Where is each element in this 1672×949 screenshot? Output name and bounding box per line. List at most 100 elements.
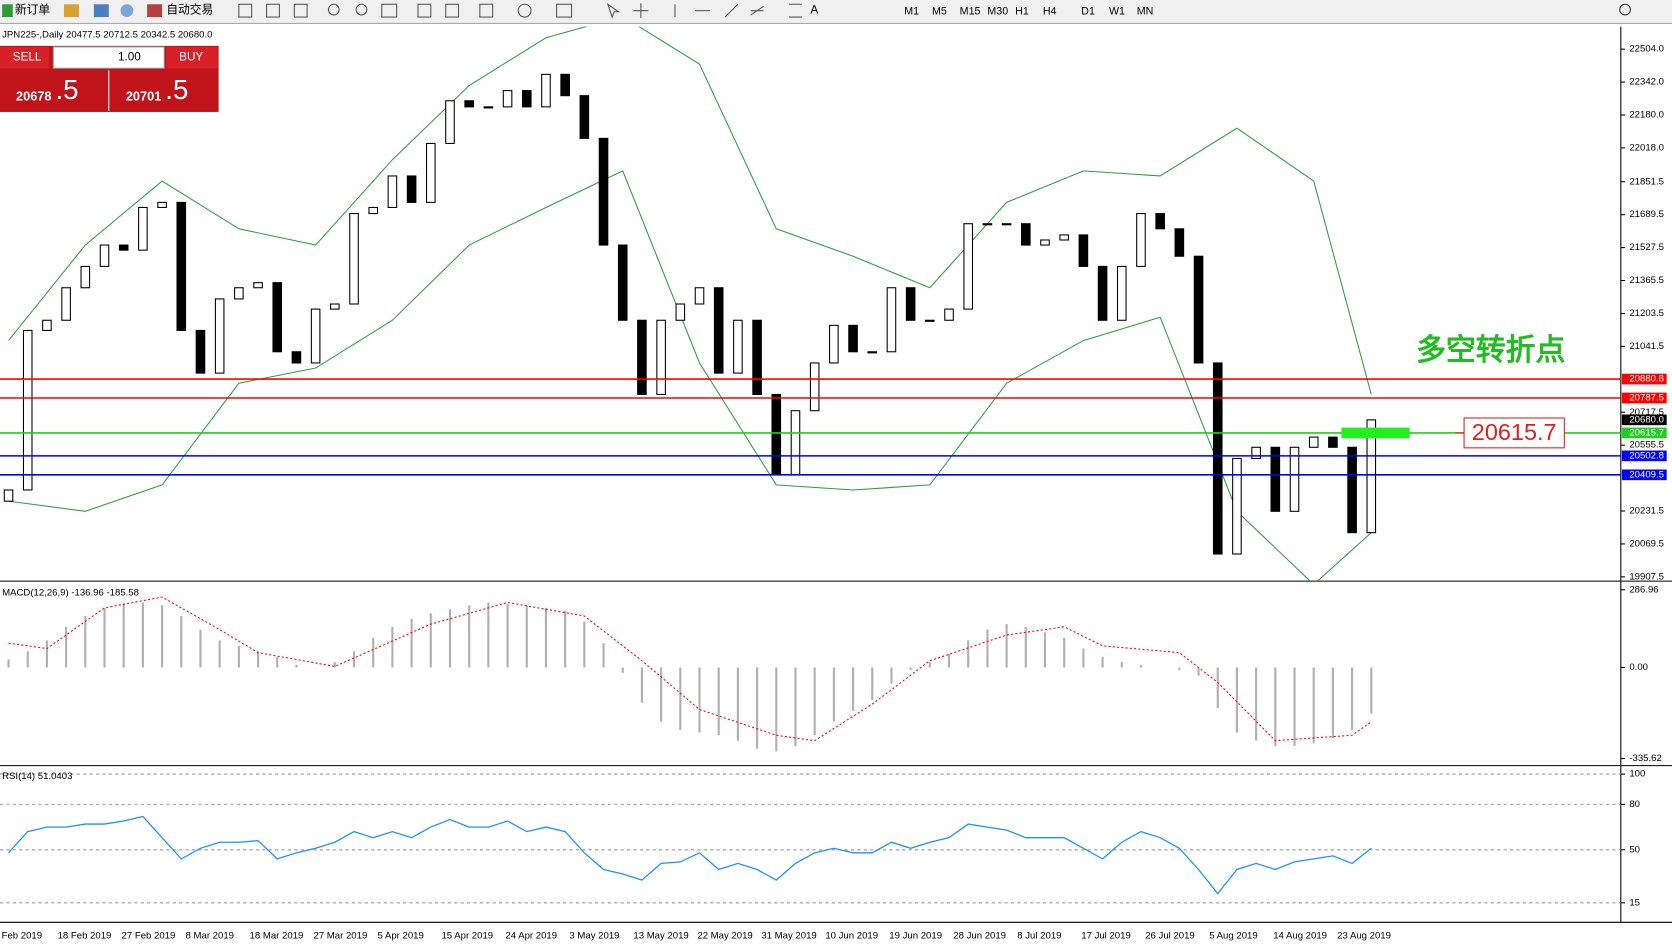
candle [771, 393, 782, 476]
new-order-icon[interactable] [2, 4, 13, 18]
level-label: 20502.8 [1629, 450, 1664, 461]
toolbar-icon[interactable] [93, 4, 109, 18]
candle [886, 287, 897, 353]
timeframe-button[interactable]: MN [1137, 6, 1154, 18]
x-tick-label: 24 Apr 2019 [505, 931, 557, 942]
candle [675, 303, 686, 321]
x-tick-label: 18 Feb 2019 [58, 931, 112, 942]
rsi-line [8, 815, 1372, 895]
candle [560, 73, 570, 97]
toolbar-icon[interactable] [63, 4, 79, 18]
candle [1097, 265, 1108, 321]
timeframe-button[interactable]: M1 [904, 6, 919, 18]
candle [176, 201, 187, 331]
candle [1040, 239, 1050, 246]
timeframe-button[interactable]: H4 [1043, 6, 1057, 18]
x-tick-label: 13 May 2019 [633, 931, 688, 942]
level-label: 20787.5 [1629, 393, 1664, 404]
candle [80, 265, 91, 289]
candle [1155, 213, 1165, 230]
ask-pips[interactable]: .5 [165, 74, 188, 105]
timeframe-button[interactable]: W1 [1109, 6, 1125, 18]
candle [99, 244, 110, 267]
y-tick-label: -335.62 [1629, 753, 1662, 764]
x-tick-label: 17 Jul 2019 [1081, 931, 1131, 942]
y-tick-label: 21041.5 [1629, 341, 1664, 352]
sell-label[interactable]: SELL [13, 51, 42, 64]
bid-pips[interactable]: .5 [55, 74, 78, 105]
toolbar-tools[interactable] [238, 2, 802, 19]
x-tick-label: 15 Apr 2019 [441, 931, 493, 942]
level-tag [1621, 450, 1667, 462]
auto-trading-icon[interactable] [147, 4, 163, 18]
timeframe-button[interactable]: M15 [960, 6, 981, 18]
candle [1251, 446, 1261, 460]
panel-title: RSI(14) 51.0403 [2, 771, 72, 782]
candle [790, 410, 801, 476]
panel-title: MACD(12,26,9) -136.96 -185.58 [2, 587, 139, 598]
candle [617, 244, 628, 321]
timeframe-button[interactable]: M5 [932, 6, 947, 18]
lots-value[interactable]: 1.00 [118, 51, 141, 64]
y-tick-label: 22504.0 [1629, 44, 1664, 55]
candle [406, 175, 417, 203]
candle [234, 287, 244, 300]
candle [694, 287, 705, 305]
toolbar-icon[interactable] [120, 4, 134, 18]
signal-line [8, 596, 1372, 742]
x-tick-label: 14 Aug 2019 [1273, 931, 1327, 942]
ask-price[interactable]: 20701 [126, 88, 162, 103]
candle [1174, 228, 1185, 257]
text-tool[interactable]: A [810, 4, 818, 17]
candle [713, 287, 724, 374]
candle [1328, 436, 1338, 448]
candle [579, 95, 590, 139]
candle [214, 298, 225, 374]
y-tick-label: 21851.5 [1629, 176, 1664, 187]
level-tag [1621, 469, 1667, 481]
timeframes: M1 M5 M15 M30 H1 H4 D1 W1 MN [904, 6, 1153, 18]
buy-button[interactable] [166, 46, 218, 69]
candle [272, 282, 283, 353]
y-tick-label: 286.96 [1629, 584, 1658, 595]
candle [445, 100, 455, 144]
candle [656, 319, 666, 395]
y-tick-label: 21527.5 [1629, 242, 1664, 253]
y-tick-label: 22342.0 [1629, 77, 1664, 88]
candle [3, 489, 14, 502]
timeframe-button[interactable]: H1 [1015, 6, 1029, 18]
y-tick-label: 21689.5 [1629, 209, 1664, 220]
candle [1193, 255, 1204, 364]
bid-price[interactable]: 20678 [16, 88, 52, 103]
plot [7, 596, 1373, 752]
candle [425, 142, 436, 203]
candle [1059, 234, 1069, 241]
candle [22, 329, 33, 491]
candle [61, 287, 71, 321]
y-tick-label: 100 [1629, 769, 1645, 780]
candle [387, 175, 398, 208]
candle [1232, 457, 1242, 555]
y-tick-label: 50 [1629, 844, 1640, 855]
y-tick-label: 20555.5 [1629, 440, 1664, 451]
sell-button[interactable] [0, 46, 50, 69]
timeframe-button[interactable]: M30 [987, 6, 1008, 18]
auto-trading-button[interactable]: 自动交易 [166, 3, 213, 17]
callout-box [1463, 417, 1565, 449]
level-tag [1621, 373, 1667, 385]
x-tick-label: 18 Mar 2019 [250, 931, 304, 942]
candle [502, 90, 513, 108]
candle [809, 362, 820, 412]
lots-input[interactable] [52, 46, 165, 69]
y-tick-label: 80 [1629, 799, 1640, 810]
timeframe-button[interactable]: D1 [1081, 6, 1095, 18]
new-order-button[interactable]: 新订单 [15, 3, 50, 17]
y-tick-label: 19907.5 [1629, 571, 1664, 582]
y-tick-label: 15 [1629, 897, 1640, 908]
buy-label[interactable]: BUY [179, 51, 203, 64]
candle [867, 351, 878, 354]
search-icon[interactable] [1619, 3, 1631, 16]
x-tick-label: 8 Jul 2019 [1017, 931, 1061, 942]
annotation: 多空转折点 [1416, 334, 1565, 367]
candle [752, 319, 762, 395]
